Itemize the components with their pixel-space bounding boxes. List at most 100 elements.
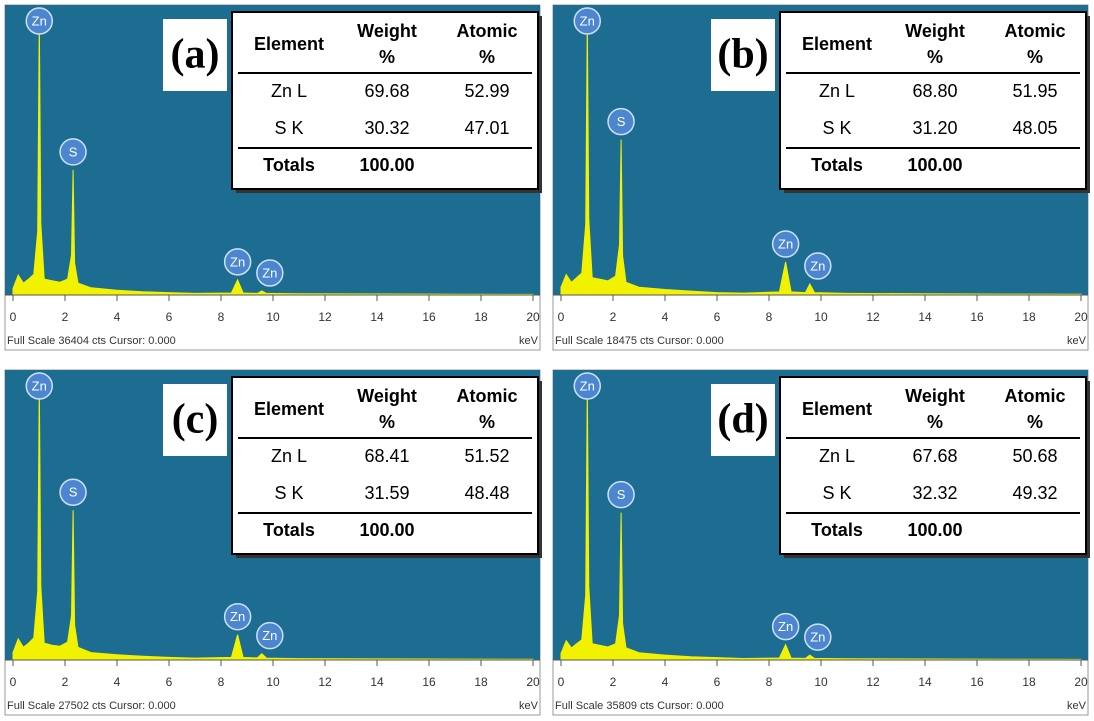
table-cell: 51.95 xyxy=(1012,81,1057,101)
table-cell: 51.52 xyxy=(464,446,509,466)
x-tick-label: 6 xyxy=(714,310,721,324)
peak-label: S xyxy=(69,144,78,159)
peak-label: Zn xyxy=(262,628,277,643)
peak-marker xyxy=(223,248,252,276)
table-cell: S K xyxy=(274,483,303,503)
table-cell: Totals xyxy=(811,155,863,175)
table-cell: S K xyxy=(274,118,303,138)
x-tick-label: 6 xyxy=(714,675,721,689)
table-header: Atomic xyxy=(456,21,517,41)
peak-marker xyxy=(573,372,602,400)
table xyxy=(231,376,539,555)
peak-marker xyxy=(25,7,54,35)
footer: Full Scale 36404 cts Cursor: 0.000 xyxy=(7,335,176,347)
table-cell: 31.59 xyxy=(364,483,409,503)
table-header: % xyxy=(379,47,395,67)
peak-label: Zn xyxy=(810,258,825,273)
x-tick-label: 14 xyxy=(918,675,932,689)
table-cell: 47.01 xyxy=(464,118,509,138)
x-tick-label: 6 xyxy=(166,675,173,689)
table-header: Element xyxy=(254,34,324,54)
x-tick-label: 16 xyxy=(422,310,436,324)
table-header: Weight xyxy=(905,386,965,406)
peak-marker xyxy=(59,478,87,507)
table-cell: 69.68 xyxy=(364,81,409,101)
table-cell: Totals xyxy=(811,520,863,540)
spectrum xyxy=(560,383,1082,661)
panel: 0 2 4 6 8 10 12 14 16 18 20 keV Full Scale 36404 cts… xyxy=(4,4,542,351)
x-tick-label: 14 xyxy=(370,675,384,689)
x-tick-label: 20 xyxy=(1074,310,1088,324)
table-header: Weight xyxy=(357,386,417,406)
panel-label-box xyxy=(711,19,775,91)
table-cell: Totals xyxy=(263,520,315,540)
x-tick-label: 8 xyxy=(218,675,225,689)
x-tick-label: 20 xyxy=(1074,675,1088,689)
x-tick-label: 0 xyxy=(10,310,17,324)
table-header: % xyxy=(479,412,495,432)
table-header: % xyxy=(1027,47,1043,67)
x-tick-label: 20 xyxy=(526,310,540,324)
table-header: Element xyxy=(802,399,872,419)
table-header: Weight xyxy=(357,21,417,41)
table xyxy=(231,11,539,190)
x-tick-label: 8 xyxy=(766,310,773,324)
peak-marker xyxy=(804,252,832,280)
panel-label: (c) xyxy=(172,397,219,443)
panel: 0 2 4 6 8 10 12 14 16 18 20 keV Full Scale 27502 cts… xyxy=(4,369,542,716)
x-tick-label: 4 xyxy=(662,310,669,324)
table-cell: 100.00 xyxy=(907,155,962,175)
peak-marker xyxy=(573,7,602,35)
x-tick-label: 2 xyxy=(610,675,617,689)
spectrum xyxy=(12,382,534,661)
x-tick-label: 18 xyxy=(1022,310,1036,324)
x-tick-label: 18 xyxy=(1022,675,1036,689)
panel-label: (a) xyxy=(171,32,220,78)
table xyxy=(779,376,1087,555)
peak-label: Zn xyxy=(32,13,47,28)
x-tick-label: 4 xyxy=(662,675,669,689)
table-header: Weight xyxy=(905,21,965,41)
table-cell: 67.68 xyxy=(912,446,957,466)
x-tick-label: 12 xyxy=(866,675,880,689)
peak-marker xyxy=(771,612,800,641)
x-tick-label: 10 xyxy=(814,675,828,689)
table-cell: Zn L xyxy=(271,446,307,466)
peak-marker xyxy=(256,259,284,287)
panel-label-box xyxy=(163,19,227,91)
table-header: Atomic xyxy=(1004,386,1065,406)
table-header: Element xyxy=(254,399,324,419)
peak-label: Zn xyxy=(778,619,793,634)
peak-label: Zn xyxy=(580,378,595,393)
table-header: % xyxy=(479,47,495,67)
x-tick-label: 16 xyxy=(422,675,436,689)
peak-label: Zn xyxy=(230,609,245,624)
x-axis-label: keV xyxy=(519,335,539,347)
table-cell: Zn L xyxy=(271,81,307,101)
footer: Full Scale 27502 cts Cursor: 0.000 xyxy=(7,700,176,712)
peak-label: S xyxy=(617,114,626,129)
x-tick-label: 14 xyxy=(370,310,384,324)
table-cell: Zn L xyxy=(819,81,855,101)
x-tick-label: 14 xyxy=(918,310,932,324)
table-cell: 68.80 xyxy=(912,81,957,101)
table-cell: 30.32 xyxy=(364,118,409,138)
x-tick-label: 18 xyxy=(474,310,488,324)
panel-label: (b) xyxy=(717,32,768,78)
footer: Full Scale 35809 cts Cursor: 0.000 xyxy=(555,700,724,712)
table-cell: 52.99 xyxy=(464,81,509,101)
x-tick-label: 12 xyxy=(866,310,880,324)
peak-label: Zn xyxy=(778,236,793,251)
spectrum xyxy=(12,17,534,296)
table-cell: S K xyxy=(822,118,851,138)
table-cell: Zn L xyxy=(819,446,855,466)
x-tick-label: 8 xyxy=(766,675,773,689)
x-tick-label: 18 xyxy=(474,675,488,689)
x-tick-label: 12 xyxy=(318,310,332,324)
table-cell: 100.00 xyxy=(359,520,414,540)
x-tick-label: 16 xyxy=(970,310,984,324)
table-cell: 32.32 xyxy=(912,483,957,503)
peak-marker xyxy=(804,623,832,651)
x-tick-label: 4 xyxy=(114,675,121,689)
